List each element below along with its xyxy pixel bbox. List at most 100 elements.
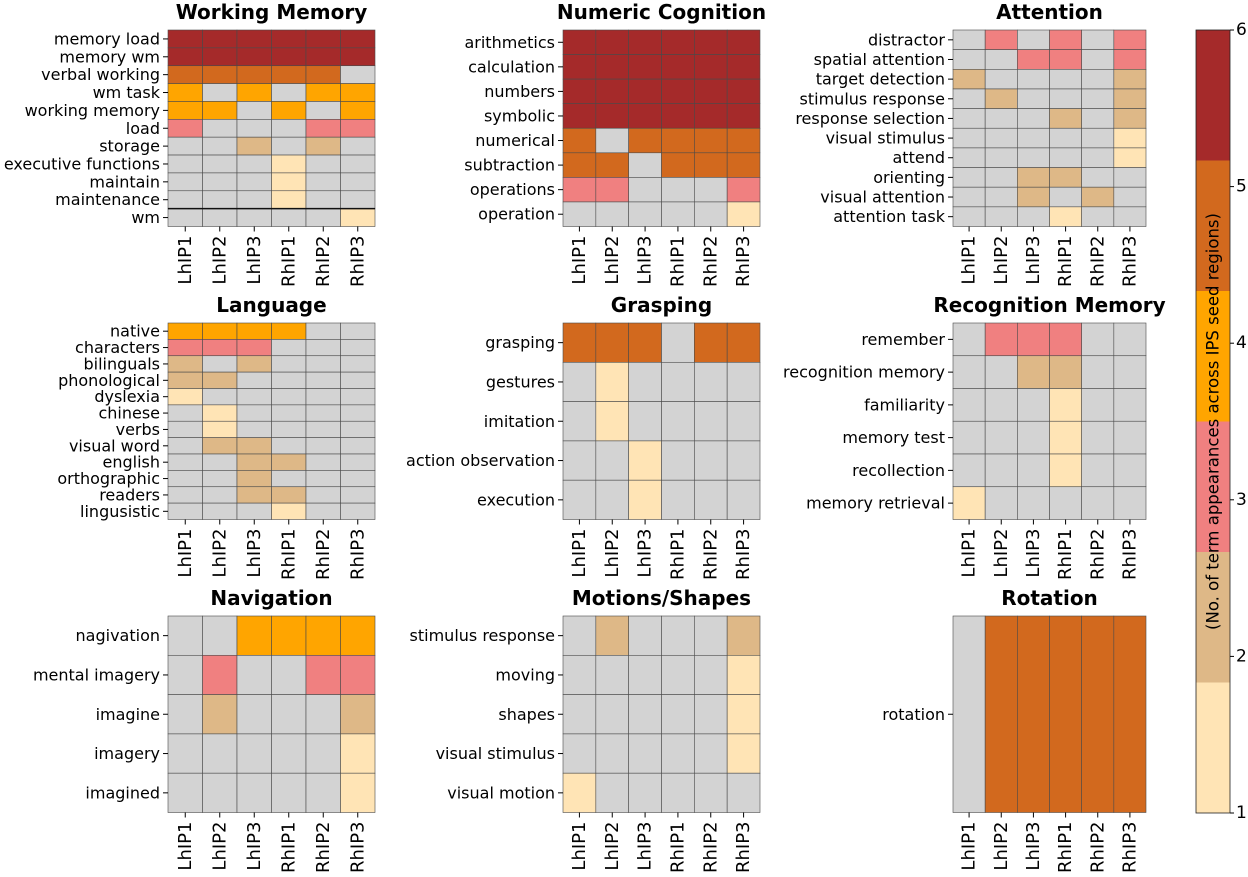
heatmap-cell <box>628 201 662 227</box>
heatmap-cell <box>236 772 272 813</box>
heatmap-cell <box>202 65 238 84</box>
heatmap-cell <box>661 54 695 80</box>
row-label: native <box>110 322 160 341</box>
heatmap-cell <box>167 470 203 488</box>
column-label: RhIP1 <box>667 529 688 581</box>
heatmap-cell <box>305 404 341 422</box>
heatmap-cell <box>1113 69 1147 90</box>
heatmap-cell <box>628 772 662 813</box>
heatmap-cell <box>236 420 272 438</box>
row-label: spatial attention <box>814 50 945 69</box>
column-label: RhIP1 <box>278 236 299 288</box>
heatmap-cell <box>952 49 986 70</box>
heatmap-cell <box>628 733 662 774</box>
heatmap-panel: Rotation rotation LhIP1 LhIP2 LhIP3 RhIP1 RhIP… <box>882 586 1147 873</box>
heatmap-cell <box>661 361 695 402</box>
column-label: LhIP2 <box>602 529 623 578</box>
heatmap-cell <box>271 190 307 209</box>
row-label: orienting <box>873 168 945 187</box>
row-label: imagine <box>96 705 160 724</box>
heatmap-cell <box>595 152 629 178</box>
heatmap-cell <box>1081 127 1115 149</box>
row-label: lingusistic <box>80 502 160 521</box>
heatmap-cell <box>271 339 307 357</box>
heatmap-cell <box>726 401 761 442</box>
row-label: memory retrieval <box>806 494 945 513</box>
heatmap-cell <box>1049 420 1082 455</box>
column-label: LhIP3 <box>635 236 656 285</box>
heatmap-cell <box>167 502 203 520</box>
heatmap-cell <box>202 486 238 504</box>
heatmap-cell <box>595 322 629 363</box>
heatmap-cell <box>984 420 1018 455</box>
heatmap-cell <box>305 355 341 373</box>
heatmap-cell <box>340 772 376 813</box>
heatmap-cell <box>167 404 203 422</box>
heatmap-cell <box>202 420 238 438</box>
heatmap-cell <box>167 437 203 455</box>
heatmap-cell <box>340 101 376 120</box>
heatmap-cell <box>562 201 597 227</box>
heatmap-cell <box>661 654 695 695</box>
heatmap-cell <box>271 772 307 813</box>
heatmap-cell <box>202 119 238 138</box>
heatmap-cell <box>952 127 986 149</box>
heatmap-cell <box>661 177 695 203</box>
heatmap-cell <box>236 65 272 84</box>
heatmap-cell <box>984 186 1018 208</box>
heatmap-cell <box>595 177 629 203</box>
heatmap-cell <box>1113 322 1147 357</box>
heatmap-cell <box>1113 108 1147 129</box>
row-label: memory load <box>54 29 160 48</box>
colorbar-tick-label: 2 <box>1236 646 1247 666</box>
heatmap-cell <box>628 127 662 154</box>
heatmap-cell <box>952 29 986 50</box>
row-label: visual stimulus <box>436 744 555 763</box>
heatmap-cell <box>202 136 238 156</box>
heatmap-cell <box>1113 615 1147 813</box>
heatmap-cell <box>1017 127 1050 149</box>
heatmap-cell <box>340 404 376 422</box>
heatmap-cell <box>628 615 662 656</box>
heatmap-cell <box>562 615 597 656</box>
heatmap-cell <box>271 355 307 373</box>
heatmap-cell <box>340 136 376 156</box>
column-label: LhIP3 <box>635 822 656 871</box>
row-label: stimulus response <box>410 626 555 645</box>
row-label: working memory <box>25 101 160 120</box>
heatmap-cell <box>628 654 662 695</box>
heatmap-cell <box>726 361 761 402</box>
heatmap-cell <box>340 190 376 209</box>
heatmap-cell <box>340 486 376 504</box>
heatmap-cell <box>236 486 272 504</box>
column-label: RhIP2 <box>700 236 721 288</box>
heatmap-cell <box>595 201 629 227</box>
heatmap-cell <box>562 694 597 735</box>
heatmap-cell <box>726 440 761 481</box>
panel-title: Language <box>216 293 326 317</box>
heatmap-cell <box>1049 206 1082 227</box>
colorbar-label: (No. of term appearances across IPS seed… <box>1204 213 1223 630</box>
heatmap-cell <box>236 733 272 774</box>
heatmap-cell <box>984 615 1018 813</box>
column-label: RhIP1 <box>1055 236 1076 288</box>
heatmap-cell <box>167 172 203 192</box>
heatmap-cell <box>340 83 376 102</box>
heatmap-cell <box>726 201 761 227</box>
heatmap-cell <box>167 420 203 438</box>
heatmap-cell <box>167 119 203 138</box>
heatmap-cell <box>340 355 376 373</box>
heatmap-cell <box>1049 49 1082 70</box>
column-label: RhIP1 <box>667 822 688 874</box>
heatmap-cell <box>1081 88 1115 109</box>
row-label: executive functions <box>4 154 160 173</box>
heatmap-cell <box>202 772 238 813</box>
row-label: storage <box>99 137 160 156</box>
heatmap-cell <box>1113 88 1147 109</box>
row-label: distractor <box>868 30 945 49</box>
heatmap-cell <box>202 371 238 389</box>
column-label: RhIP3 <box>347 529 368 581</box>
row-label: attention task <box>833 207 945 226</box>
column-label: RhIP3 <box>733 236 754 288</box>
